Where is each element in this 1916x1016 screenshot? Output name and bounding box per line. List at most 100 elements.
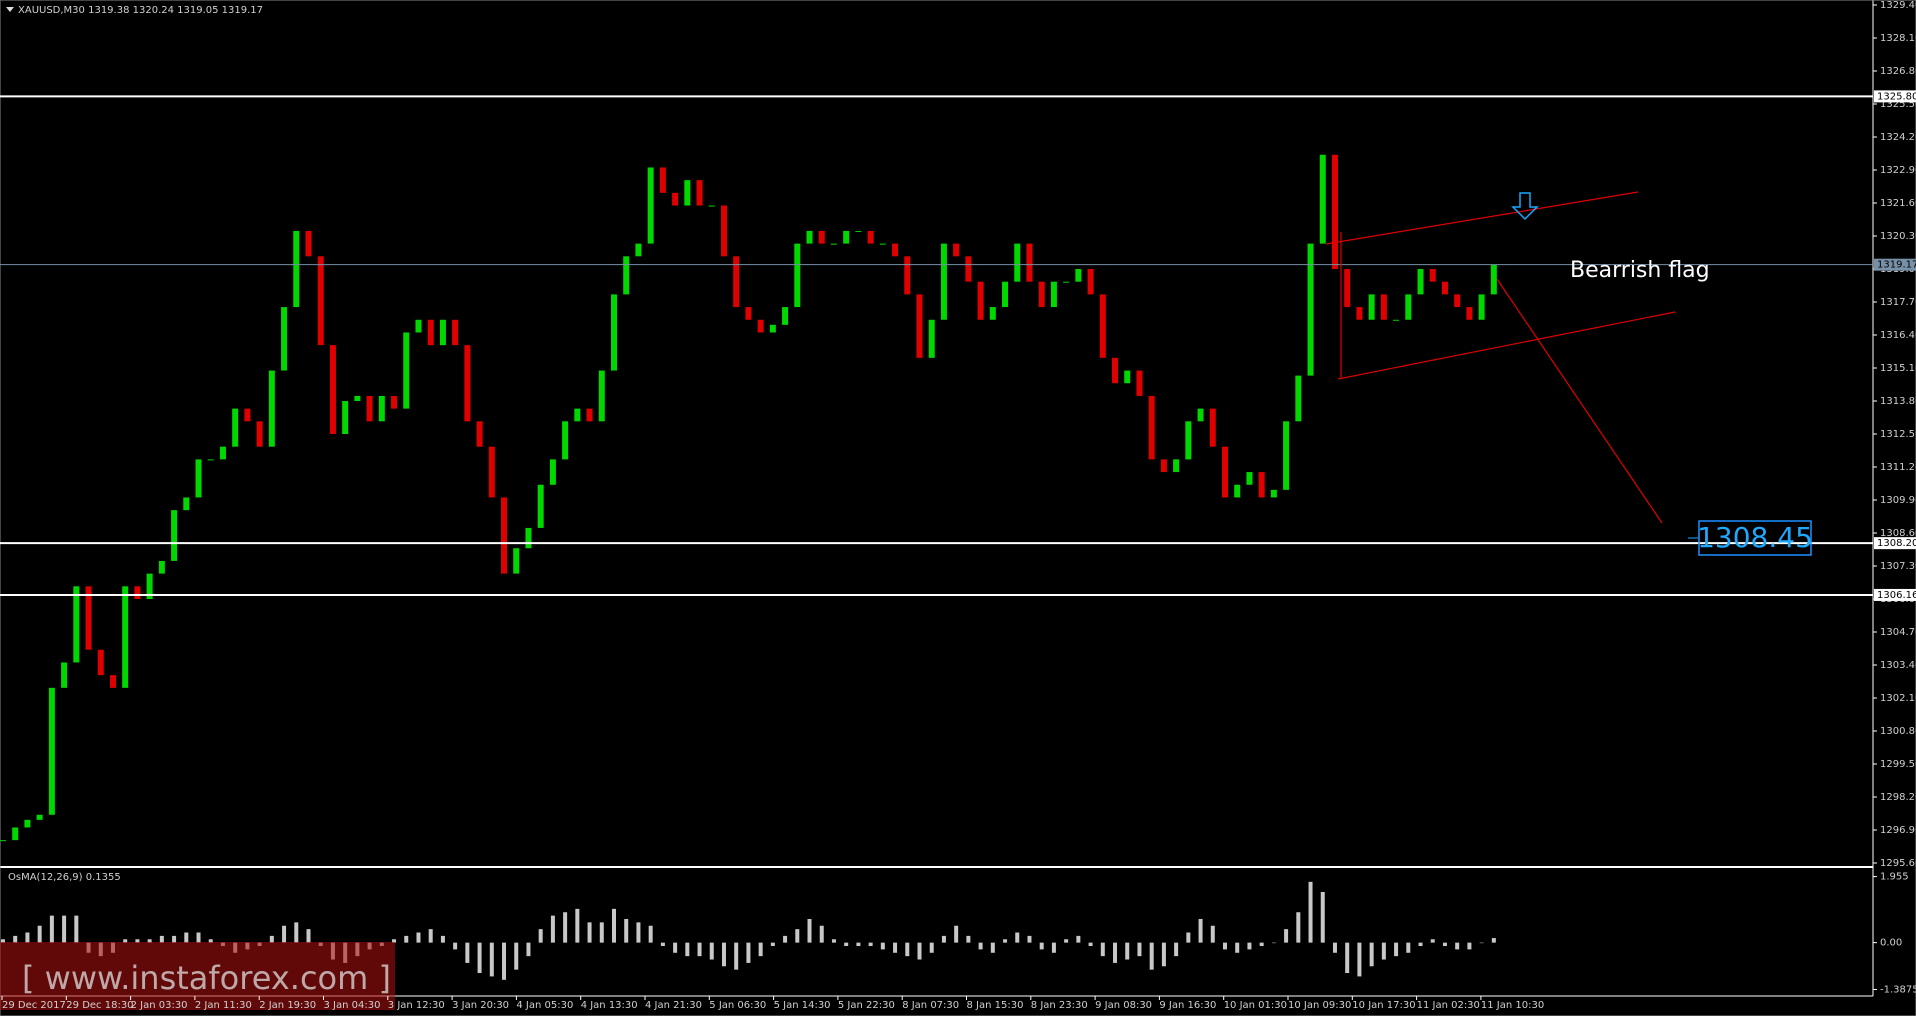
osma-bar bbox=[1369, 942, 1374, 967]
target-label: 1308.45 bbox=[1697, 521, 1813, 554]
candle-body bbox=[1319, 154, 1326, 244]
candle-body bbox=[378, 395, 385, 422]
candle-body bbox=[452, 319, 459, 346]
osma-bar bbox=[1271, 942, 1276, 944]
candle-body bbox=[940, 243, 947, 320]
candle-body bbox=[537, 484, 544, 528]
osma-bar bbox=[489, 942, 494, 977]
osma-bar bbox=[1125, 942, 1130, 960]
candle-body bbox=[232, 408, 239, 447]
osma-bar bbox=[599, 922, 604, 943]
candle-body bbox=[501, 497, 508, 574]
candle-body bbox=[855, 230, 862, 232]
candle-body bbox=[1331, 154, 1338, 269]
y-tick-label: 1308.60 bbox=[1880, 528, 1916, 539]
candle-body bbox=[1063, 281, 1070, 283]
y-tick-label: 1320.30 bbox=[1880, 231, 1916, 242]
x-tick-label: 8 Jan 07:30 bbox=[902, 1000, 959, 1011]
osma-bar bbox=[917, 942, 922, 960]
candle-body bbox=[207, 459, 214, 461]
candle-body bbox=[1050, 281, 1057, 308]
osma-bar bbox=[1320, 891, 1325, 943]
candle-body bbox=[916, 294, 923, 358]
candle-body bbox=[549, 459, 556, 485]
osma-bar bbox=[1161, 942, 1166, 967]
pattern-label: Bearrish flag bbox=[1570, 258, 1710, 283]
candle-body bbox=[366, 395, 373, 422]
candle-body bbox=[1014, 243, 1021, 282]
candle-body bbox=[1173, 459, 1180, 473]
osma-bar bbox=[1345, 942, 1350, 974]
candle-body bbox=[36, 814, 43, 820]
x-tick-label: 5 Jan 06:30 bbox=[709, 1000, 766, 1011]
x-tick-label: 3 Jan 04:30 bbox=[324, 1000, 381, 1011]
candle-body bbox=[1234, 484, 1241, 498]
osma-bar bbox=[941, 935, 946, 943]
y-tick-label: 1321.60 bbox=[1880, 198, 1916, 209]
y-tick-label: 1315.10 bbox=[1880, 363, 1916, 374]
osma-bar bbox=[1198, 918, 1203, 943]
candle-body bbox=[1417, 269, 1424, 295]
osma-bar bbox=[673, 942, 678, 953]
candle-body bbox=[1270, 489, 1277, 498]
target-line bbox=[1496, 278, 1663, 524]
osma-bar bbox=[1149, 942, 1154, 970]
osma-bar bbox=[893, 942, 898, 953]
osma-bar bbox=[1174, 942, 1179, 957]
osma-bar bbox=[624, 918, 629, 943]
osma-bar bbox=[612, 908, 616, 943]
candle-body bbox=[1393, 319, 1400, 321]
osma-bar bbox=[1259, 942, 1264, 947]
osma-bar bbox=[208, 939, 213, 943]
candle-body bbox=[329, 345, 336, 434]
candle-body bbox=[1197, 408, 1204, 422]
osma-bar bbox=[770, 942, 775, 947]
candle-body bbox=[1075, 269, 1082, 282]
candle-body bbox=[219, 446, 226, 460]
y-tick-label: 1311.20 bbox=[1880, 462, 1916, 473]
y-tick-label: 1325.50 bbox=[1880, 99, 1916, 110]
candle-body bbox=[476, 421, 483, 447]
flag-upper-line bbox=[1325, 191, 1639, 245]
osma-bar bbox=[1223, 942, 1227, 950]
osma-bar bbox=[1455, 942, 1460, 950]
price-level-box bbox=[1874, 90, 1916, 103]
candle-body bbox=[122, 586, 129, 688]
candle-body bbox=[879, 243, 886, 245]
candle-body bbox=[134, 586, 141, 599]
candle-body bbox=[171, 510, 178, 561]
candle-body bbox=[977, 281, 984, 320]
price-level-label: 1319.17 bbox=[1877, 260, 1916, 271]
candle-body bbox=[61, 662, 68, 688]
osma-bar bbox=[721, 942, 726, 967]
candle-body bbox=[439, 319, 446, 346]
candle-body bbox=[1283, 421, 1290, 490]
x-tick-label: 5 Jan 14:30 bbox=[774, 1000, 831, 1011]
osma-bar bbox=[550, 915, 555, 943]
osma-bar bbox=[660, 942, 665, 947]
candle-body bbox=[965, 256, 972, 282]
marks bbox=[0, 95, 1873, 980]
osma-bar bbox=[538, 929, 543, 943]
osma-bar bbox=[868, 942, 873, 947]
watermark: [ www.instaforex.com ] bbox=[22, 959, 391, 997]
candle-body bbox=[769, 324, 776, 333]
y-tick-label: 1322.90 bbox=[1880, 165, 1916, 176]
candle-body bbox=[1148, 395, 1155, 460]
candle-body bbox=[281, 307, 288, 371]
y-tick-label: 1317.70 bbox=[1880, 297, 1916, 308]
candle-body bbox=[647, 167, 654, 244]
osma-bar bbox=[172, 935, 177, 943]
candle-body bbox=[1307, 243, 1314, 376]
candle-body bbox=[97, 649, 104, 676]
candle-body bbox=[1441, 281, 1448, 295]
osma-bar bbox=[807, 918, 812, 943]
osma-bar bbox=[1027, 935, 1032, 943]
candle-body bbox=[1344, 269, 1351, 308]
candle-body bbox=[464, 345, 471, 422]
candle-body bbox=[1160, 459, 1167, 473]
osma-bar bbox=[648, 925, 653, 943]
osma-bar bbox=[404, 935, 409, 943]
